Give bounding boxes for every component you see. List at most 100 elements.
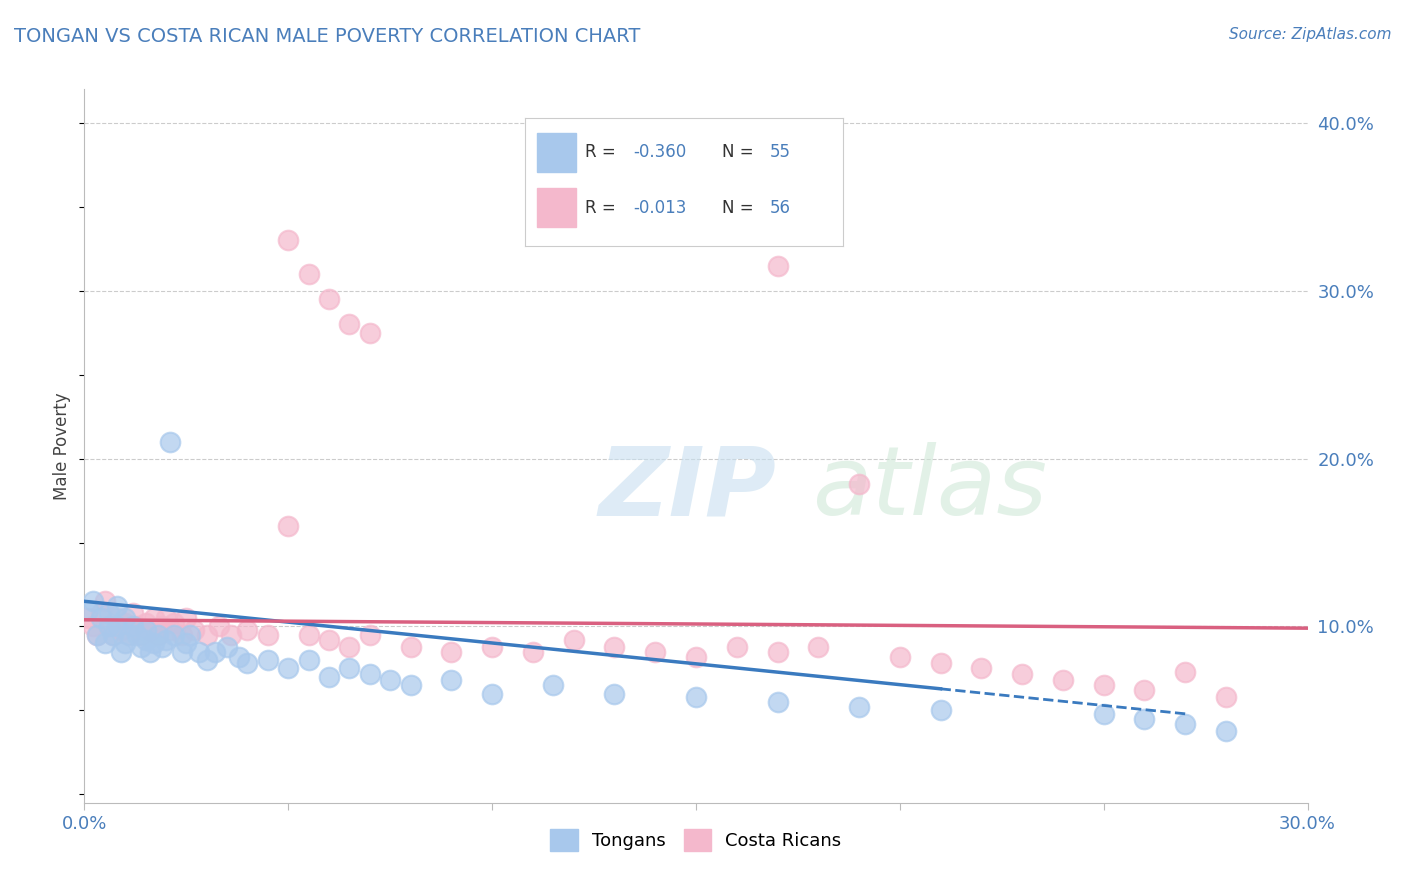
Point [118,628,141,642]
Point [685,690,707,704]
Point [174,636,197,650]
Point [138,623,160,637]
Point [440,645,463,659]
Point [122,606,145,620]
Point [82,594,104,608]
Point [174,611,197,625]
Point [399,678,422,692]
Point [127,628,149,642]
Point [159,434,181,449]
Point [562,632,585,647]
Point [277,661,299,675]
Point [766,259,789,273]
Point [90,611,112,625]
Point [725,640,748,654]
Point [101,628,124,642]
Point [204,645,226,659]
Point [725,217,748,231]
Point [807,640,830,654]
Point [187,645,209,659]
Text: TONGAN VS COSTA RICAN MALE POVERTY CORRELATION CHART: TONGAN VS COSTA RICAN MALE POVERTY CORRE… [14,27,641,45]
Point [339,661,361,675]
Point [93,636,115,650]
Point [110,645,132,659]
Point [318,292,340,306]
Point [122,619,145,633]
Point [97,619,120,633]
Point [1133,683,1156,698]
Point [77,611,100,625]
Point [142,636,165,650]
Point [359,628,381,642]
Point [155,611,177,625]
Point [172,628,194,642]
Point [359,326,381,340]
Point [1092,678,1115,692]
Point [1011,666,1033,681]
Point [440,673,463,688]
Point [118,628,141,642]
Point [159,623,181,637]
Point [522,645,544,659]
Point [236,657,259,671]
Point [1215,690,1237,704]
Point [277,518,299,533]
Point [114,611,136,625]
Point [146,628,169,642]
Point [298,628,321,642]
Point [101,628,124,642]
Point [298,653,321,667]
Point [127,619,149,633]
Point [399,640,422,654]
Point [135,632,157,647]
Point [150,640,173,654]
Point [339,640,361,654]
Point [929,657,952,671]
Point [138,645,160,659]
Point [380,673,402,688]
Point [318,670,340,684]
Point [889,649,911,664]
Point [298,267,321,281]
Point [163,616,186,631]
Point [97,619,120,633]
Point [93,594,115,608]
Point [105,611,128,625]
Point [1133,712,1156,726]
Point [150,619,173,633]
Point [135,623,157,637]
Point [163,628,186,642]
Point [1092,706,1115,721]
Point [142,611,165,625]
Point [172,645,194,659]
Point [228,649,250,664]
Point [114,616,136,631]
Point [543,678,565,692]
Point [208,619,231,633]
Point [257,628,280,642]
Point [183,623,205,637]
Point [131,628,153,642]
Point [110,623,132,637]
Point [86,628,108,642]
Point [481,640,503,654]
Point [603,640,626,654]
Point [929,703,952,717]
Point [217,640,239,654]
Point [114,636,136,650]
Point [481,687,503,701]
Point [1174,717,1197,731]
Point [603,687,626,701]
Point [644,645,666,659]
Y-axis label: Male Poverty: Male Poverty [53,392,72,500]
Point [82,619,104,633]
Point [90,606,112,620]
Point [970,661,993,675]
Point [155,632,177,647]
Point [135,616,157,631]
Point [685,649,707,664]
Point [766,645,789,659]
Point [195,653,218,667]
Point [219,628,242,642]
Point [359,666,381,681]
